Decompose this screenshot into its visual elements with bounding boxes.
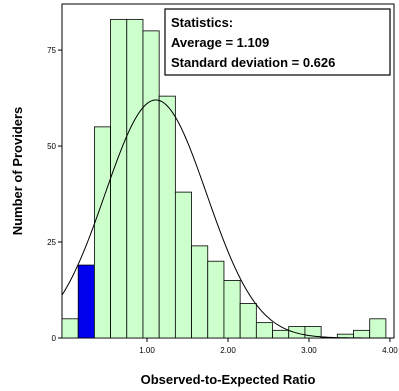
histogram-bar: [142, 30, 160, 339]
statistics-title: Statistics:: [171, 15, 233, 30]
y-tick-label: 75: [47, 46, 56, 55]
histogram-bar: [272, 329, 290, 339]
y-axis-title: Number of Providers: [10, 107, 25, 236]
normal-curve: [61, 99, 394, 339]
statistics-average: Average = 1.109: [171, 35, 269, 50]
histogram-bar: [174, 191, 192, 339]
y-tick-label: 50: [47, 142, 56, 151]
bars-group: [61, 18, 387, 339]
histogram-bar: [207, 260, 225, 339]
y-tick-label: 25: [47, 238, 56, 247]
histogram-bar-highlighted: [77, 264, 95, 339]
histogram-bar: [61, 318, 79, 339]
histogram-bar: [288, 326, 306, 339]
x-tick-label: 2.00: [220, 346, 236, 355]
x-tick-label: 3.00: [301, 346, 317, 355]
x-tick-label: 1.00: [139, 346, 155, 355]
histogram-bar: [191, 245, 209, 339]
histogram-bar: [353, 329, 371, 339]
statistics-box-frame: [164, 8, 391, 76]
histogram-bar: [110, 18, 128, 339]
y-axis-ticks: 0 25 50 75: [47, 46, 62, 343]
histogram-bar: [369, 318, 387, 339]
histogram-bar: [304, 326, 322, 339]
y-tick-label: 0: [52, 334, 57, 343]
statistics-box: Statistics: Average = 1.109 Standard dev…: [164, 8, 391, 76]
histogram-bar: [93, 126, 111, 339]
histogram-bar: [255, 322, 273, 339]
histogram-bar: [223, 280, 241, 339]
statistics-standard-deviation: Standard deviation = 0.626: [171, 55, 335, 70]
x-axis-title: Observed-to-Expected Ratio: [141, 372, 316, 387]
x-axis-ticks: 1.00 2.00 3.00 4.00: [139, 338, 398, 355]
histogram-bar: [158, 95, 176, 339]
histogram-bar: [126, 18, 144, 339]
x-tick-label: 4.00: [382, 346, 398, 355]
histogram-bar: [239, 303, 257, 339]
